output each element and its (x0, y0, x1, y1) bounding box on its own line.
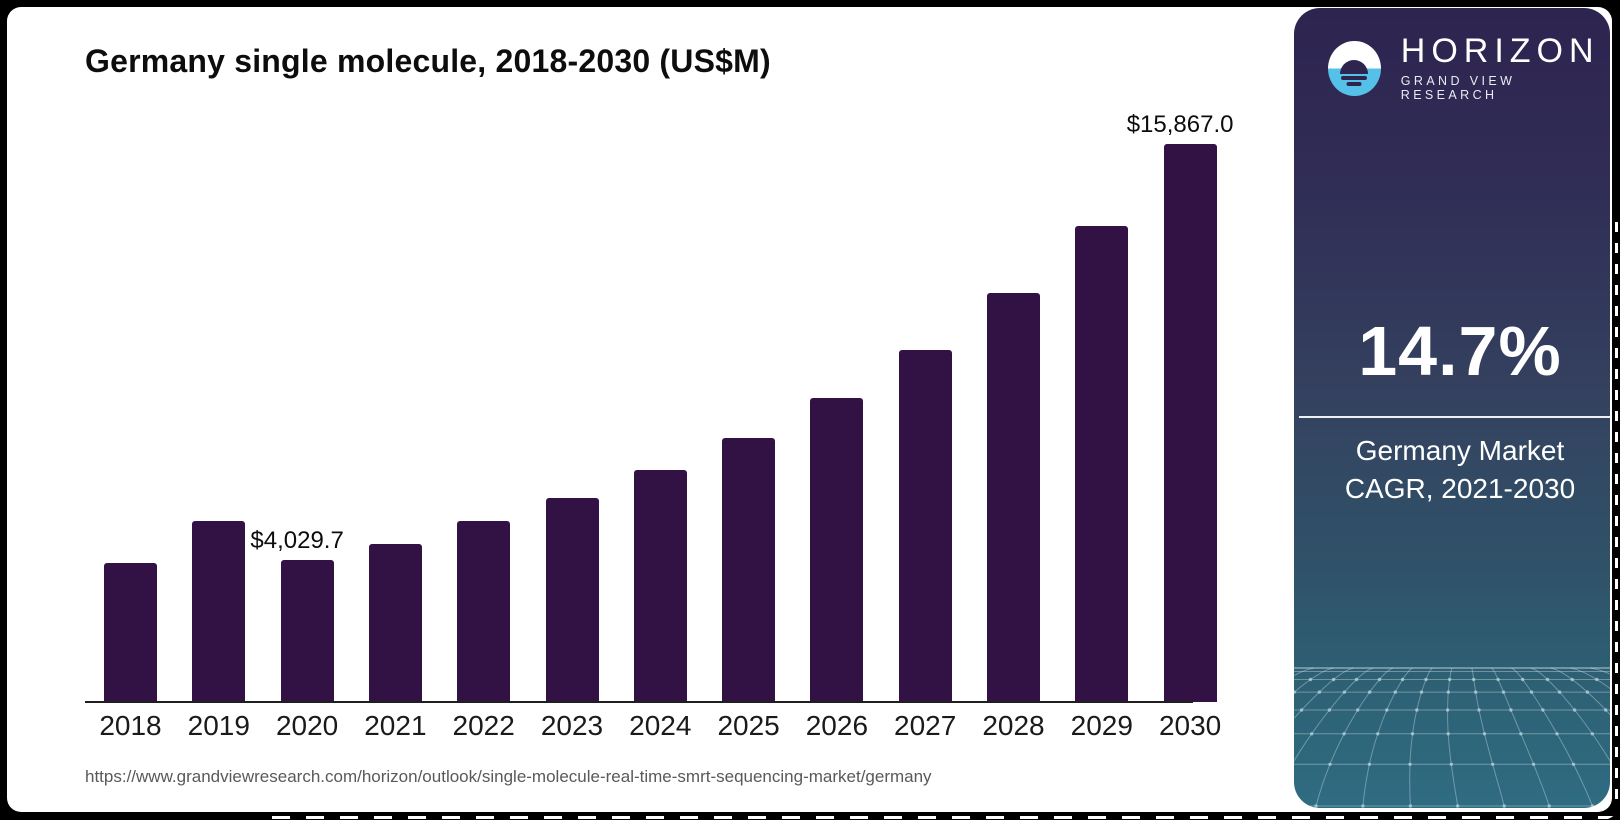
x-axis-label-2026: 2026 (805, 710, 869, 741)
x-axis-label-2029: 2029 (1070, 710, 1133, 741)
bar-2028 (987, 293, 1040, 702)
stat-caption-line2: CAGR, 2021-2030 (1344, 473, 1576, 504)
brand-logo: HORIZON GRAND VIEW RESEARCH (1328, 34, 1610, 102)
x-axis-label-2027: 2027 (894, 710, 957, 741)
selection-dashes-right (1615, 222, 1618, 810)
x-axis-line (85, 701, 1193, 703)
stat-divider (1299, 416, 1610, 418)
bar-2025 (722, 438, 776, 702)
bar-2020 (280, 560, 334, 702)
x-axis-label-2024: 2024 (629, 710, 692, 741)
bar-2021 (368, 543, 422, 702)
data-label-2020: $4,029.7 (250, 527, 344, 555)
sun-reflection-line (1346, 81, 1362, 86)
bar-2022 (457, 521, 511, 702)
data-label-2030: $15,867.0 (1126, 111, 1234, 138)
cagr-value: 14.7% (1358, 312, 1562, 390)
x-axis-label-2021: 2021 (364, 710, 427, 741)
sun-reflection-line (1341, 75, 1368, 80)
horizon-sun-icon (1328, 40, 1381, 96)
x-axis-label-2020: 2020 (275, 710, 339, 741)
brand-name: HORIZON (1400, 32, 1600, 70)
cagr-stat-block: 14.7% Germany Market CAGR, 2021-2030 (1294, 316, 1610, 508)
source-url: https://www.grandviewresearch.com/horizo… (85, 767, 932, 786)
wireframe-mesh-decoration (1294, 667, 1610, 808)
x-axis-label-2019: 2019 (187, 710, 250, 741)
x-axis-label-2025: 2025 (717, 710, 780, 741)
bar-2019 (192, 521, 246, 702)
bar-2029 (1075, 226, 1129, 702)
bar-2024 (633, 469, 687, 702)
x-axis-label-2018: 2018 (99, 710, 162, 741)
sun-dome-shape (1340, 59, 1369, 74)
x-axis-label-2028: 2028 (982, 710, 1045, 741)
chart-title: Germany single molecule, 2018-2030 (US$M… (85, 43, 771, 79)
sidebar: HORIZON GRAND VIEW RESEARCH 14.7% German… (1294, 8, 1610, 808)
selection-dashes-bottom (272, 816, 1616, 819)
bar-2027 (898, 350, 952, 702)
brand-subtitle: GRAND VIEW RESEARCH (1400, 74, 1516, 102)
x-axis-label-2030: 2030 (1158, 710, 1222, 741)
bar-2018 (104, 562, 157, 702)
bar-2023 (545, 497, 599, 702)
stat-caption-line1: Germany Market (1355, 435, 1565, 466)
bar-2030 (1163, 144, 1217, 702)
x-axis-label-2022: 2022 (452, 710, 515, 741)
x-axis-label-2023: 2023 (540, 710, 604, 741)
brand-text: HORIZON GRAND VIEW RESEARCH (1401, 34, 1610, 102)
bar-2026 (810, 398, 864, 702)
